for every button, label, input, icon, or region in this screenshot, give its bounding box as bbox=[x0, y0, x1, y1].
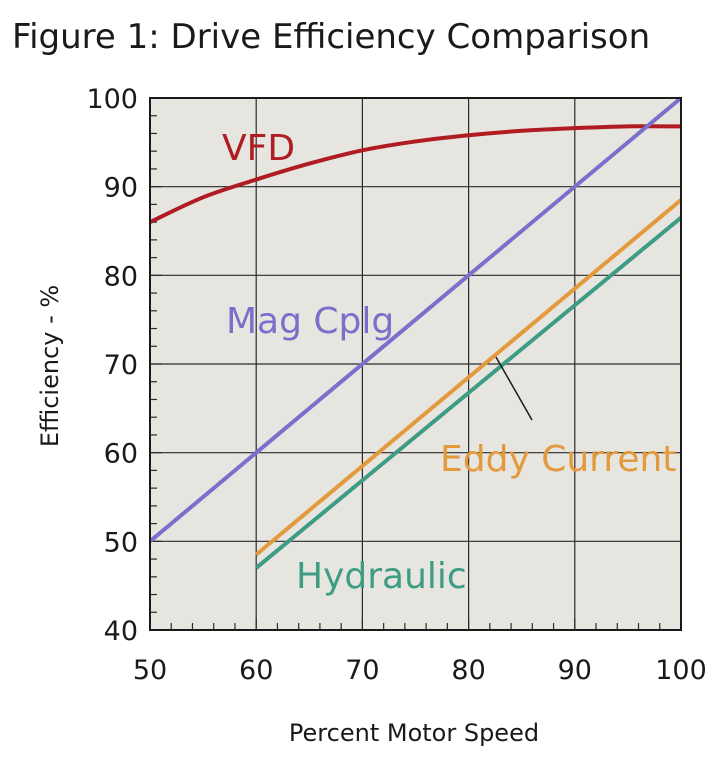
series-label-mag-cplg: Mag Cplg bbox=[226, 301, 394, 342]
y-tick-label: 40 bbox=[104, 616, 138, 647]
series-label-vfd: VFD bbox=[222, 128, 295, 169]
series-line-eddy-current bbox=[254, 198, 683, 557]
tick-labels: 50 60 70 80 90 100 40 50 60 70 80 90 100 bbox=[86, 84, 706, 686]
x-tick-label: 80 bbox=[451, 655, 485, 686]
series-line-mag-cplg bbox=[148, 96, 683, 543]
y-axis-label: Efficiency - % bbox=[36, 285, 64, 447]
eddy-current-leader-line bbox=[495, 356, 533, 421]
y-tick-label: 70 bbox=[104, 350, 138, 381]
x-tick-label: 100 bbox=[655, 655, 707, 686]
x-tick-label: 50 bbox=[133, 655, 167, 686]
x-tick-label: 70 bbox=[345, 655, 379, 686]
x-axis-label: Percent Motor Speed bbox=[289, 719, 539, 747]
chart-title: Figure 1: Drive Efficiency Comparison bbox=[12, 17, 650, 57]
x-tick-label: 60 bbox=[239, 655, 273, 686]
y-tick-label: 90 bbox=[104, 173, 138, 204]
y-tick-label: 80 bbox=[104, 261, 138, 292]
y-tick-label: 100 bbox=[86, 84, 138, 115]
y-tick-label: 50 bbox=[104, 527, 138, 558]
series-line-vfd bbox=[149, 124, 682, 224]
series-layer bbox=[148, 96, 683, 570]
x-tick-label: 90 bbox=[558, 655, 592, 686]
series-label-hydraulic: Hydraulic bbox=[296, 556, 467, 597]
series-line-hydraulic bbox=[254, 216, 683, 570]
series-label-eddy-current: Eddy Current bbox=[440, 439, 676, 480]
y-tick-label: 60 bbox=[104, 439, 138, 470]
plot-frame bbox=[149, 97, 682, 631]
